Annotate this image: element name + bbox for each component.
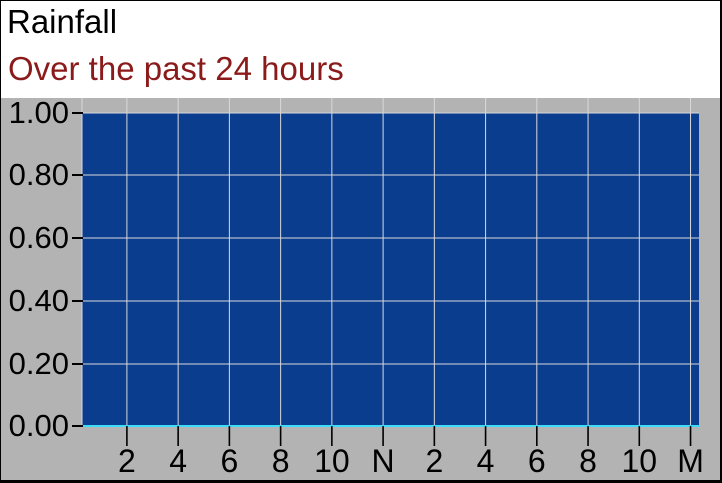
svg-text:0.20: 0.20	[9, 346, 69, 381]
svg-text:0.80: 0.80	[9, 157, 69, 192]
svg-text:10: 10	[622, 443, 658, 479]
svg-text:6: 6	[220, 443, 238, 479]
svg-text:0.40: 0.40	[9, 283, 69, 318]
svg-text:0.60: 0.60	[9, 220, 69, 255]
svg-text:4: 4	[477, 443, 495, 479]
svg-text:0.00: 0.00	[9, 408, 69, 443]
svg-text:N: N	[372, 443, 395, 479]
svg-text:4: 4	[169, 443, 187, 479]
svg-text:8: 8	[579, 443, 597, 479]
svg-text:1.00: 1.00	[9, 98, 69, 130]
svg-text:10: 10	[314, 443, 350, 479]
svg-text:2: 2	[425, 443, 443, 479]
svg-text:M: M	[677, 443, 704, 479]
svg-text:6: 6	[528, 443, 546, 479]
svg-text:8: 8	[272, 443, 290, 479]
svg-text:2: 2	[118, 443, 136, 479]
